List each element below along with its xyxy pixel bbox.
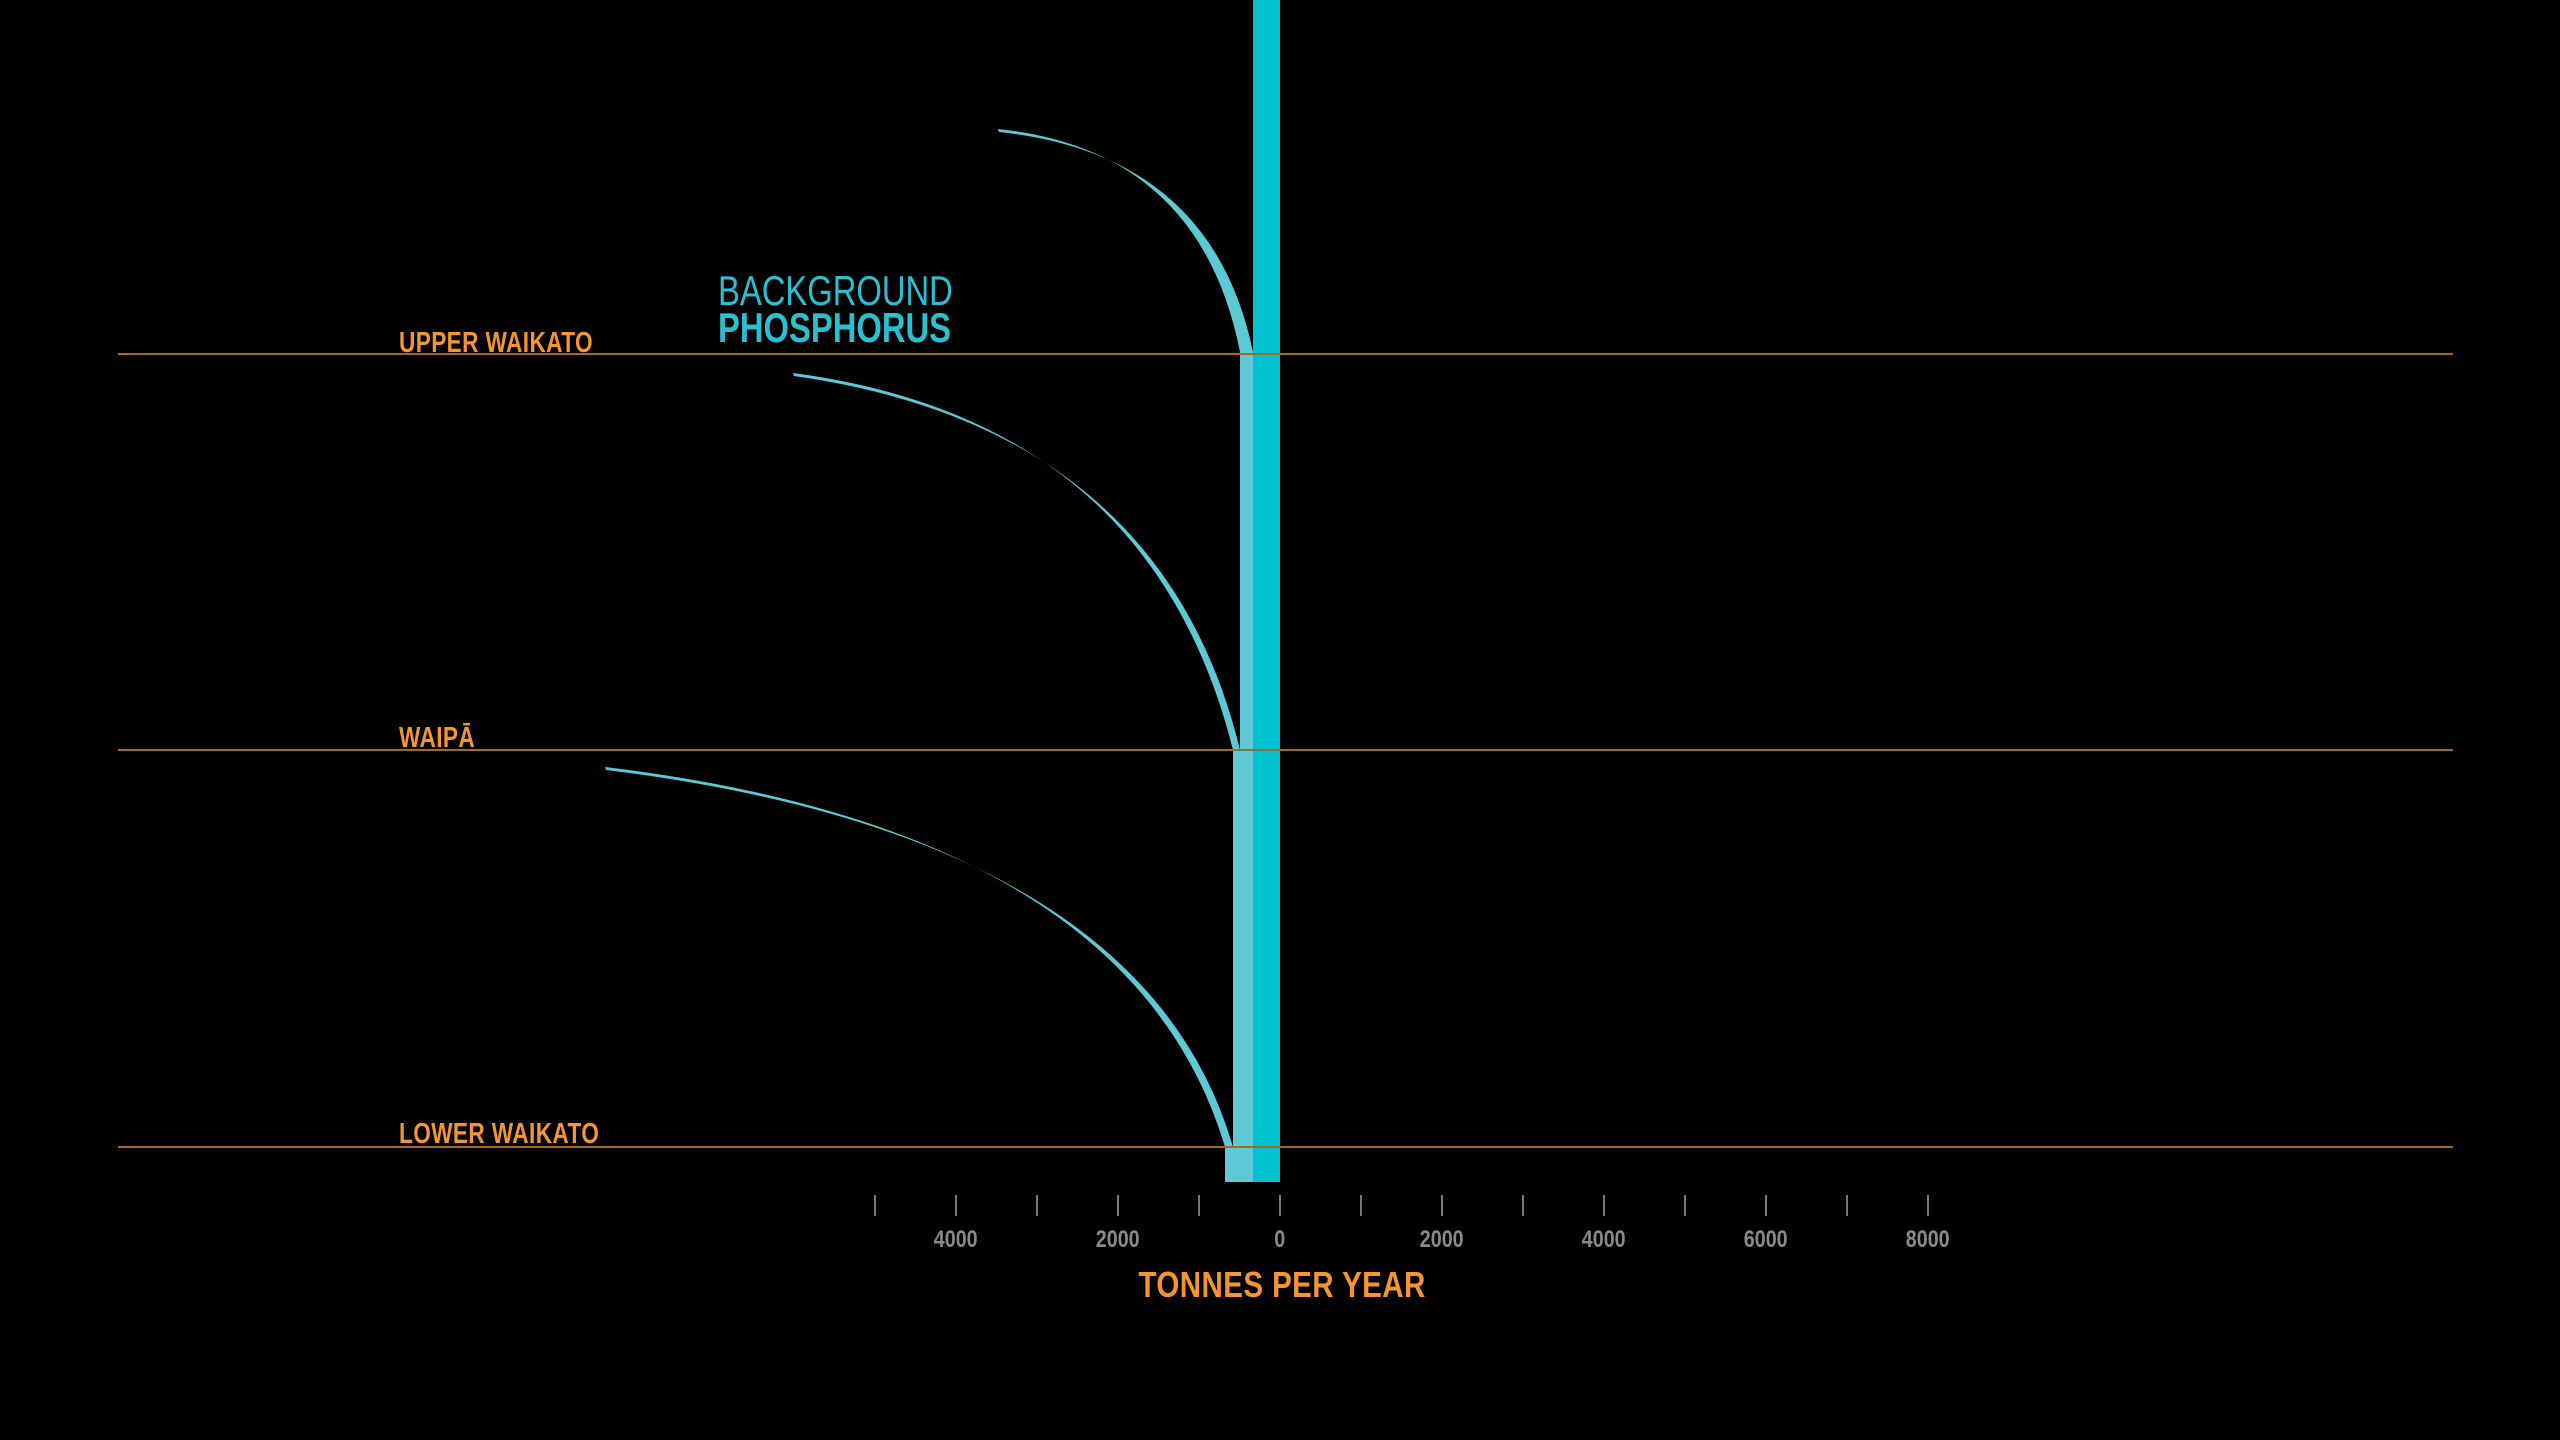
tributary-curve-waipa bbox=[793, 373, 1240, 750]
section-label-upper-waikato: UPPER WAIKATO bbox=[399, 327, 648, 360]
axis-tick-label: 0 bbox=[1200, 1226, 1360, 1254]
axis-tick-label-text: 8000 bbox=[1906, 1226, 1950, 1253]
tributary-curve-upper bbox=[998, 129, 1253, 352]
section-label-waipa: WAIPĀ bbox=[399, 722, 497, 755]
axis-tick bbox=[1441, 1195, 1443, 1216]
axis-tick-label: 4000 bbox=[876, 1226, 1036, 1254]
axis-tick-label-text: 2000 bbox=[1420, 1226, 1464, 1253]
axis-tick bbox=[1846, 1195, 1848, 1216]
axis-tick bbox=[1117, 1195, 1119, 1216]
section-label-lower-waikato: LOWER WAIKATO bbox=[399, 1118, 656, 1151]
axis-tick-label: 6000 bbox=[1686, 1226, 1846, 1254]
axis-tick-label: 2000 bbox=[1038, 1226, 1198, 1254]
axis-tick-label-text: 6000 bbox=[1744, 1226, 1788, 1253]
axis-title: TONNES PER YEAR bbox=[1082, 1264, 1482, 1306]
axis-tick bbox=[1927, 1195, 1929, 1216]
tributary-curve-lower bbox=[605, 767, 1233, 1147]
axis-tick bbox=[1036, 1195, 1038, 1216]
flow-label: BACKGROUND PHOSPHORUS bbox=[718, 267, 1019, 351]
axis-ticks bbox=[874, 1195, 1929, 1216]
axis-tick-label-text: 2000 bbox=[1096, 1226, 1140, 1253]
axis-tick-label: 8000 bbox=[1848, 1226, 2008, 1254]
section-label-text: LOWER WAIKATO bbox=[399, 1118, 600, 1150]
axis-tick bbox=[1279, 1195, 1281, 1216]
main-stem-band bbox=[1253, 0, 1280, 1182]
axis-tick-label-text: 4000 bbox=[1582, 1226, 1626, 1253]
axis-tick bbox=[1603, 1195, 1605, 1216]
section-label-text: WAIPĀ bbox=[399, 722, 476, 754]
tributary-strip-waipa bbox=[1233, 750, 1240, 1182]
section-line-waipa bbox=[118, 749, 2453, 751]
axis-tick bbox=[1522, 1195, 1524, 1216]
tributary-strip-lower bbox=[1225, 1147, 1233, 1182]
axis-tick bbox=[1360, 1195, 1362, 1216]
axis-tick-label-text: 4000 bbox=[934, 1226, 978, 1253]
axis-title-text: TONNES PER YEAR bbox=[1138, 1264, 1426, 1305]
section-label-text: UPPER WAIKATO bbox=[399, 327, 594, 359]
axis-tick bbox=[1198, 1195, 1200, 1216]
flow-label-line1: BACKGROUND bbox=[718, 267, 953, 314]
axis-tick bbox=[1684, 1195, 1686, 1216]
axis-tick bbox=[955, 1195, 957, 1216]
tributary-strip-upper bbox=[1240, 352, 1253, 1182]
axis-tick-label: 2000 bbox=[1362, 1226, 1522, 1254]
flow-label-line2: PHOSPHORUS bbox=[718, 304, 952, 351]
axis-tick-label-text: 0 bbox=[1274, 1226, 1286, 1253]
axis-tick bbox=[874, 1195, 876, 1216]
section-line-upper-waikato bbox=[118, 353, 2453, 355]
axis-tick bbox=[1765, 1195, 1767, 1216]
axis-tick-label: 4000 bbox=[1524, 1226, 1684, 1254]
section-line-lower-waikato bbox=[118, 1146, 2453, 1148]
